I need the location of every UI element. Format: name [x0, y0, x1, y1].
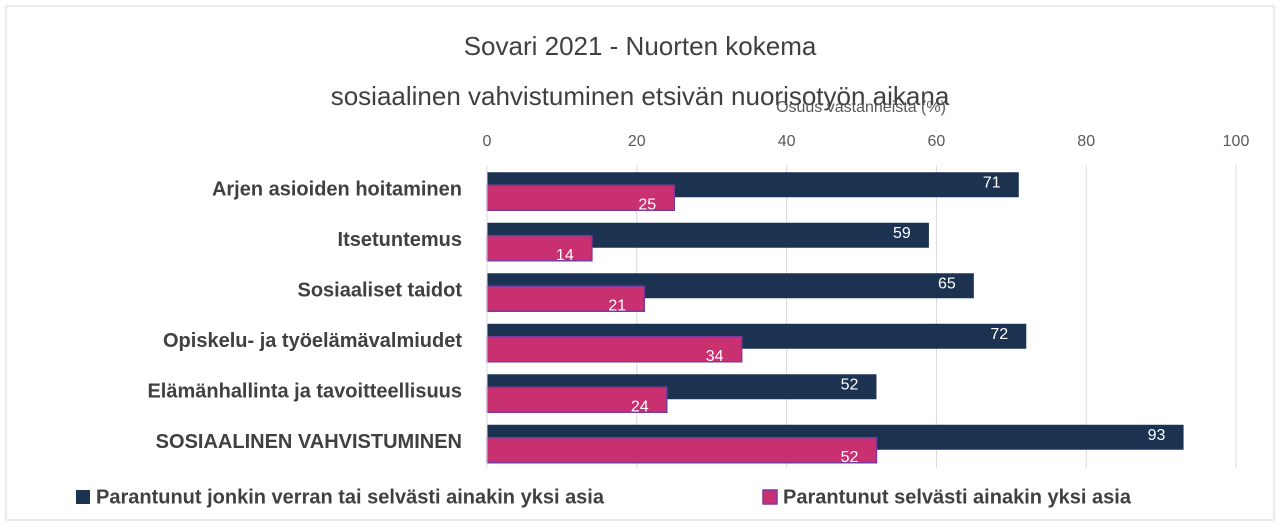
legend-swatch — [762, 489, 778, 505]
bar — [486, 437, 878, 464]
x-tick-label: 0 — [483, 133, 492, 150]
y-tick-label: SOSIAALINEN VAHVISTUMINEN — [156, 431, 462, 453]
chart-title: Sovari 2021 - Nuorten kokema — [464, 31, 817, 61]
value-label: 14 — [556, 247, 574, 264]
value-label: 25 — [638, 196, 656, 213]
bar — [486, 285, 646, 312]
y-tick-label: Elämänhallinta ja tavoitteellisuus — [147, 381, 462, 403]
y-tick-label: Sosiaaliset taidot — [298, 280, 463, 302]
value-label: 71 — [983, 174, 1001, 191]
bar — [486, 336, 743, 363]
legend-label: Parantunut selvästi ainakin yksi asia — [783, 486, 1132, 508]
chart-title: sosiaalinen vahvistuminen etsivän nuoris… — [331, 81, 950, 111]
value-label: 52 — [841, 449, 859, 466]
x-tick-label: 20 — [628, 133, 646, 150]
value-label: 72 — [990, 326, 1008, 343]
value-label: 34 — [706, 348, 724, 365]
x-tick-label: 80 — [1077, 133, 1095, 150]
x-tick-label: 100 — [1223, 133, 1250, 150]
bar — [486, 235, 593, 262]
bar — [486, 184, 675, 211]
x-tick-label: 40 — [778, 133, 796, 150]
value-label: 59 — [893, 225, 911, 242]
bar — [486, 386, 668, 413]
y-tick-label: Arjen asioiden hoitaminen — [212, 179, 462, 201]
y-tick-label: Opiskelu- ja työelämävalmiudet — [163, 330, 462, 352]
value-label: 65 — [938, 275, 956, 292]
y-tick-label: Itsetuntemus — [338, 229, 462, 251]
value-label: 93 — [1148, 427, 1166, 444]
legend-swatch — [76, 490, 90, 504]
legend-label: Parantunut jonkin verran tai selvästi ai… — [96, 486, 605, 508]
axis-title: Osuus vastanneista (%) — [776, 99, 946, 116]
value-label: 21 — [608, 297, 626, 314]
value-label: 24 — [631, 398, 649, 415]
x-tick-label: 60 — [928, 133, 946, 150]
value-label: 52 — [841, 376, 859, 393]
